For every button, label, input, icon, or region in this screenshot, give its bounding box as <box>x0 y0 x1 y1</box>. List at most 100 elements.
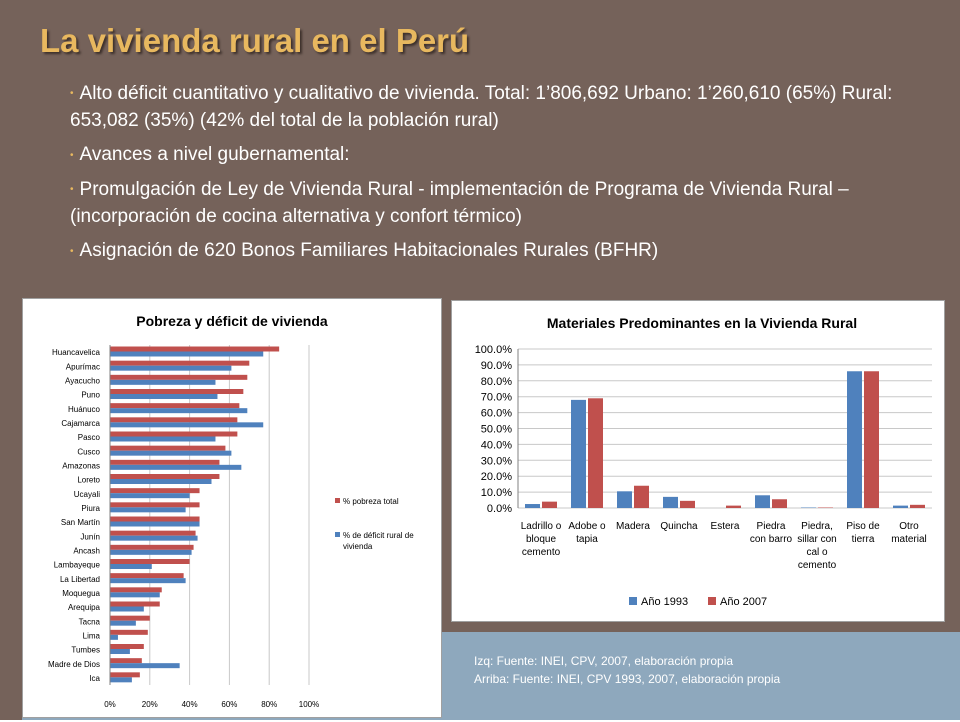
legend-label-deficit-cont: vivienda <box>343 542 373 551</box>
x-category-label: Piedra <box>757 521 786 532</box>
bullet-text: Alto déficit cuantitativo y cualitativo … <box>70 83 892 131</box>
bar-deficit <box>110 437 215 442</box>
y-tick-label: 40.0% <box>481 439 512 451</box>
bar-deficit <box>110 550 192 555</box>
legend-swatch-pobreza <box>335 498 340 503</box>
slide-title: La vivienda rural en el Perú <box>40 22 469 60</box>
x-category-label: tierra <box>852 534 875 545</box>
bullet-dot-icon: • <box>70 184 74 195</box>
y-category-label: Huancavelica <box>52 348 101 357</box>
y-category-label: Ica <box>89 674 100 683</box>
bullet-item: •Avances a nivel gubernamental: <box>70 141 930 168</box>
x-category-label: cemento <box>522 547 561 558</box>
bullet-item: •Asignación de 620 Bonos Familiares Habi… <box>70 237 930 264</box>
bar-2007 <box>634 486 649 508</box>
legend-swatch-2007 <box>708 597 716 605</box>
bullet-dot-icon: • <box>70 150 74 161</box>
y-tick-label: 30.0% <box>481 455 512 467</box>
y-category-label: La Libertad <box>60 575 100 584</box>
bar-pobreza <box>110 474 219 479</box>
bar-deficit <box>110 394 217 399</box>
bar-deficit <box>110 380 215 385</box>
x-category-label: Quincha <box>660 521 698 532</box>
x-category-label: con barro <box>750 534 793 545</box>
bar-1993 <box>525 504 540 508</box>
bar-pobreza <box>110 502 200 507</box>
y-tick-label: 10.0% <box>481 487 512 499</box>
bar-pobreza <box>110 644 144 649</box>
bar-deficit <box>110 366 231 371</box>
y-tick-label: 60.0% <box>481 408 512 420</box>
y-tick-label: 80.0% <box>481 376 512 388</box>
bar-2007 <box>680 501 695 508</box>
bullet-item: •Promulgación de Ley de Vivienda Rural -… <box>70 176 930 230</box>
bar-deficit <box>110 578 186 583</box>
x-category-label: Piso de <box>846 521 880 532</box>
x-category-label: sillar con <box>797 534 836 545</box>
bar-pobreza <box>110 531 196 536</box>
y-category-label: Cajamarca <box>61 419 100 428</box>
y-tick-label: 100.0% <box>475 344 513 356</box>
y-category-label: San Martín <box>61 518 100 527</box>
bar-pobreza <box>110 375 247 380</box>
bar-deficit <box>110 677 132 682</box>
bar-pobreza <box>110 545 194 550</box>
bullet-text: Asignación de 620 Bonos Familiares Habit… <box>80 240 659 261</box>
y-tick-label: 90.0% <box>481 360 512 372</box>
y-category-label: Ancash <box>73 546 100 555</box>
y-category-label: Amazonas <box>62 461 100 470</box>
y-category-label: Cusco <box>77 447 100 456</box>
bar-deficit <box>110 663 180 668</box>
x-category-label: material <box>891 534 927 545</box>
bar-pobreza <box>110 347 279 352</box>
y-category-label: Loreto <box>77 476 100 485</box>
bullet-text: Promulgación de Ley de Vivienda Rural - … <box>70 179 849 227</box>
x-tick-label: 100% <box>299 700 319 709</box>
bar-deficit <box>110 465 241 470</box>
x-category-label: Madera <box>616 521 650 532</box>
x-category-label: cemento <box>798 560 837 571</box>
bar-2007 <box>588 398 603 508</box>
source-line-left: Izq: Fuente: INEI, CPV, 2007, elaboració… <box>474 652 780 670</box>
legend-label-1993: Año 1993 <box>641 596 688 608</box>
bar-pobreza <box>110 389 243 394</box>
bar-deficit <box>110 635 118 640</box>
bar-deficit <box>110 607 144 612</box>
bar-deficit <box>110 408 247 413</box>
legend-label-pobreza: % pobreza total <box>343 497 399 506</box>
legend-label-deficit: % de déficit rural de <box>343 531 414 540</box>
y-category-label: Tumbes <box>71 646 100 655</box>
x-tick-label: 20% <box>142 700 158 709</box>
source-line-top: Arriba: Fuente: INEI, CPV 1993, 2007, el… <box>474 670 780 688</box>
bar-pobreza <box>110 602 160 607</box>
x-tick-label: 40% <box>182 700 198 709</box>
chart-title: Pobreza y déficit de vivienda <box>136 313 328 329</box>
bar-pobreza <box>110 587 162 592</box>
legend-swatch-deficit <box>335 532 340 537</box>
y-category-label: Arequipa <box>68 603 101 612</box>
y-category-label: Piura <box>81 504 100 513</box>
x-tick-label: 0% <box>104 700 116 709</box>
x-category-label: Piedra, <box>801 521 833 532</box>
x-category-label: cal o <box>806 547 828 558</box>
bar-deficit <box>110 493 190 498</box>
bar-2007 <box>910 505 925 508</box>
bullet-dot-icon: • <box>70 88 74 99</box>
bar-pobreza <box>110 417 237 422</box>
poverty-chart: Pobreza y déficit de vivienda0%20%40%60%… <box>23 299 441 717</box>
x-category-label: tapia <box>576 534 598 545</box>
bar-deficit <box>110 522 200 527</box>
y-tick-label: 0.0% <box>487 503 512 515</box>
y-category-label: Huánuco <box>68 405 101 414</box>
bar-pobreza <box>110 559 190 564</box>
bullet-list: •Alto déficit cuantitativo y cualitativo… <box>70 80 930 272</box>
bar-deficit <box>110 621 136 626</box>
bar-deficit <box>110 649 130 654</box>
y-category-label: Junín <box>80 532 100 541</box>
y-tick-label: 70.0% <box>481 392 512 404</box>
bar-1993 <box>663 497 678 508</box>
bar-deficit <box>110 507 186 512</box>
bar-1993 <box>617 491 632 508</box>
bar-pobreza <box>110 616 150 621</box>
